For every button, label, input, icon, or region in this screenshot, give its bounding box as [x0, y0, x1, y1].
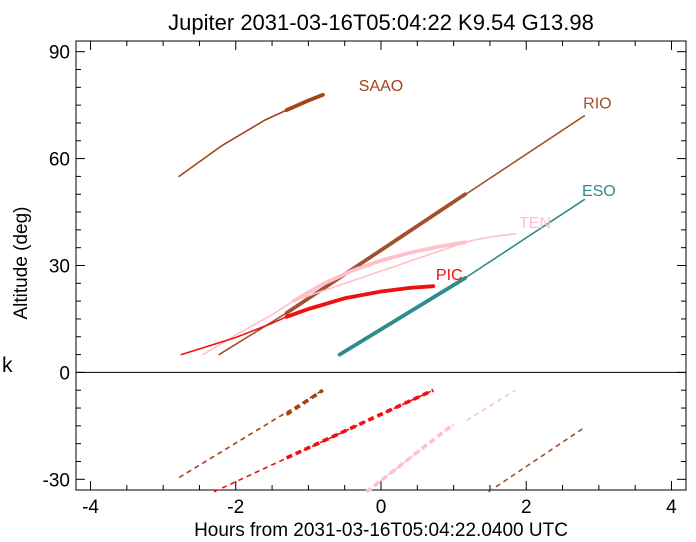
- series-eso-line: [464, 198, 586, 279]
- series-ten: TEN: [202, 215, 551, 494]
- x-tick-label: -2: [227, 497, 244, 518]
- stray-label: k: [2, 354, 13, 377]
- y-axis-label: Altitude (deg): [11, 206, 32, 319]
- series-pic-below-horizon-bold: [285, 388, 435, 460]
- x-tick-label: 0: [376, 497, 387, 518]
- series-ten-below-horizon-bold: [365, 422, 455, 494]
- series-layer: SAAO RIO ESO TEN PIC: [178, 78, 616, 494]
- y-tick-label: -30: [43, 470, 70, 491]
- series-rio-label: RIO: [583, 96, 611, 113]
- series-saao-below-horizon: [178, 389, 324, 479]
- y-tick-label: 60: [49, 150, 70, 171]
- series-rio: RIO: [218, 96, 612, 493]
- chart-title: Jupiter 2031-03-16T05:04:22 K9.54 G13.98: [168, 10, 594, 35]
- series-eso: ESO: [337, 183, 616, 357]
- series-saao-below-horizon-bold: [285, 388, 324, 416]
- y-tick-label: 90: [49, 43, 70, 64]
- x-tick-label: -4: [82, 497, 99, 518]
- series-saao: SAAO: [178, 78, 403, 479]
- y-tick-labels: -30 0 30 60 90: [43, 43, 70, 492]
- series-pic-line: [180, 315, 288, 356]
- series-pic-label: PIC: [436, 267, 463, 284]
- series-eso-label: ESO: [582, 183, 616, 200]
- series-ten-below-horizon: [466, 389, 516, 422]
- x-axis-label: Hours from 2031-03-16T05:04:22.0400 UTC: [194, 520, 568, 541]
- series-ten-line: [202, 233, 517, 356]
- series-rio-below-horizon: [488, 426, 585, 493]
- y-tick-label: 30: [49, 257, 70, 278]
- plot-area: [75, 40, 687, 491]
- series-pic-line-bold: [284, 284, 436, 319]
- series-ten-line-bold: [291, 240, 468, 303]
- series-ten-label: TEN: [519, 215, 551, 232]
- x-tick-label: 2: [521, 497, 532, 518]
- x-tick-label: 4: [666, 497, 677, 518]
- series-saao-label: SAAO: [359, 78, 403, 95]
- series-saao-line-bold: [284, 92, 325, 112]
- series-pic: PIC: [180, 267, 463, 493]
- series-eso-line-bold: [337, 276, 468, 357]
- series-saao-line: [178, 109, 288, 178]
- y-tick-label: 0: [59, 363, 70, 384]
- x-tick-labels: -4 -2 0 2 4: [82, 497, 677, 518]
